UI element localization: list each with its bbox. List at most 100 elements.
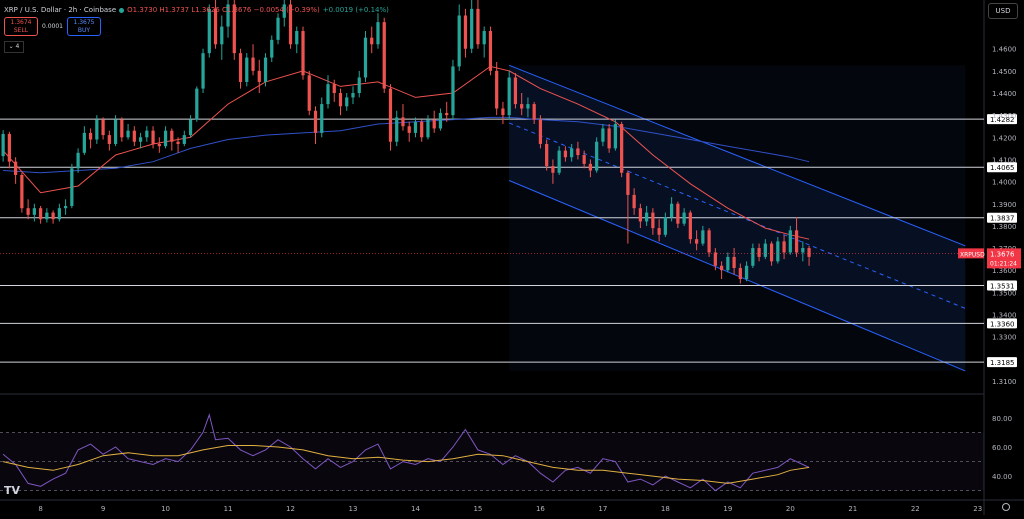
- time-tick-label: 17: [598, 505, 607, 513]
- candle-body: [776, 241, 780, 262]
- candle-body: [313, 110, 318, 133]
- time-tick-label: 18: [661, 505, 670, 513]
- candle-body: [57, 208, 61, 220]
- candle-body: [632, 194, 636, 209]
- candle-body: [682, 212, 686, 224]
- rsi-ma-line: [2, 445, 810, 484]
- candle-body: [526, 104, 530, 109]
- candle-body: [470, 8, 474, 49]
- currency-button[interactable]: USD: [988, 3, 1018, 19]
- candle-body: [132, 130, 136, 142]
- time-tick-label: 8: [38, 505, 42, 513]
- candle-body: [620, 124, 624, 173]
- buy-price: 1.3675: [73, 19, 95, 26]
- rsi-tick-label: 80.00: [992, 415, 1012, 423]
- candle-body: [701, 230, 705, 244]
- price-tick-label: 1.3100: [992, 378, 1017, 386]
- indicators-collapse-button[interactable]: ⌄ 4: [4, 41, 24, 53]
- price-tick-label: 1.3800: [992, 223, 1017, 231]
- candle-body: [26, 208, 30, 215]
- level-label: 1.3185: [990, 359, 1015, 367]
- price-tick-label: 1.4200: [992, 134, 1017, 142]
- symbol-title[interactable]: XRP / U.S. Dollar · 2h · Coinbase: [4, 6, 117, 14]
- rsi-tick-label: 60.00: [992, 444, 1012, 452]
- trade-panel: 1.3674 SELL 0.0001 1.3675 BUY: [4, 17, 101, 36]
- candle-body: [663, 217, 667, 235]
- candle-body: [495, 70, 499, 109]
- candle-body: [482, 31, 486, 45]
- candle-body: [201, 53, 205, 89]
- level-label: 1.3531: [990, 282, 1015, 290]
- price-tick-label: 1.3400: [992, 311, 1017, 319]
- candle-body: [226, 4, 230, 27]
- level-label-bg: [987, 280, 1017, 291]
- symbol-tag: XRPUSD: [960, 251, 985, 258]
- candle-body: [688, 212, 692, 240]
- candle-body: [320, 104, 324, 133]
- candle-body: [457, 15, 461, 67]
- candle-body: [20, 174, 24, 209]
- rsi-line: [2, 413, 810, 492]
- time-tick-label: 9: [101, 505, 105, 513]
- candle-body: [95, 119, 99, 140]
- candle-body: [732, 256, 736, 268]
- candle-body: [744, 265, 749, 280]
- candle-body: [351, 93, 355, 98]
- ema-fast-line: [2, 65, 810, 240]
- candle-body: [788, 230, 792, 253]
- sell-button[interactable]: 1.3674 SELL: [4, 17, 38, 36]
- candle-body: [713, 252, 717, 266]
- candle-body: [670, 203, 674, 218]
- candle-body: [151, 130, 155, 144]
- candle-body: [245, 57, 249, 82]
- candle-body: [126, 130, 130, 138]
- level-label-bg: [987, 114, 1017, 125]
- candle-body: [213, 8, 218, 45]
- candle-body: [794, 230, 799, 253]
- candle-body: [263, 57, 268, 82]
- time-tick-label: 19: [723, 505, 732, 513]
- price-tick-label: 1.4500: [992, 68, 1017, 76]
- time-tick-label: 23: [973, 505, 982, 513]
- candle-body: [301, 31, 305, 76]
- candle-body: [188, 119, 193, 136]
- level-label-bg: [987, 357, 1017, 368]
- sell-price: 1.3674: [10, 19, 32, 26]
- price-tick-label: 1.3900: [992, 201, 1017, 209]
- ohlc-values: O1.3730 H1.3737 L1.3626 C1.3676 −0.0054 …: [127, 6, 320, 14]
- last-price-label: 1.3676: [990, 250, 1015, 258]
- price-tick-label: 1.3500: [992, 289, 1017, 297]
- candle-body: [238, 53, 243, 82]
- candle-body: [1, 133, 5, 157]
- candle-body: [426, 119, 430, 138]
- candle-body: [363, 37, 368, 78]
- time-tick-label: 20: [786, 505, 795, 513]
- candle-body: [370, 37, 374, 45]
- candle-body: [163, 130, 168, 147]
- candle-body: [738, 267, 742, 280]
- candle-body: [70, 168, 74, 206]
- candle-body: [38, 208, 43, 220]
- candle-body: [176, 141, 180, 144]
- price-tick-label: 1.3600: [992, 267, 1017, 275]
- symbol-tag-bg: [958, 248, 984, 259]
- candle-body: [14, 161, 18, 175]
- buy-button[interactable]: 1.3675 BUY: [67, 17, 101, 36]
- candle-body: [613, 124, 618, 149]
- candle-body: [7, 133, 11, 162]
- candle-body: [401, 117, 405, 127]
- price-tick-label: 1.4000: [992, 179, 1017, 187]
- candle-body: [107, 135, 111, 144]
- candle-body: [395, 117, 399, 142]
- candle-body: [45, 212, 49, 220]
- candle-body: [588, 163, 593, 171]
- candle-body: [769, 243, 774, 262]
- level-label-bg: [987, 162, 1017, 173]
- candle-body: [101, 119, 105, 136]
- time-tick-label: 21: [848, 505, 857, 513]
- price-tick-label: 1.4400: [992, 90, 1017, 98]
- time-tick-label: 11: [224, 505, 233, 513]
- time-tick-label: 12: [286, 505, 295, 513]
